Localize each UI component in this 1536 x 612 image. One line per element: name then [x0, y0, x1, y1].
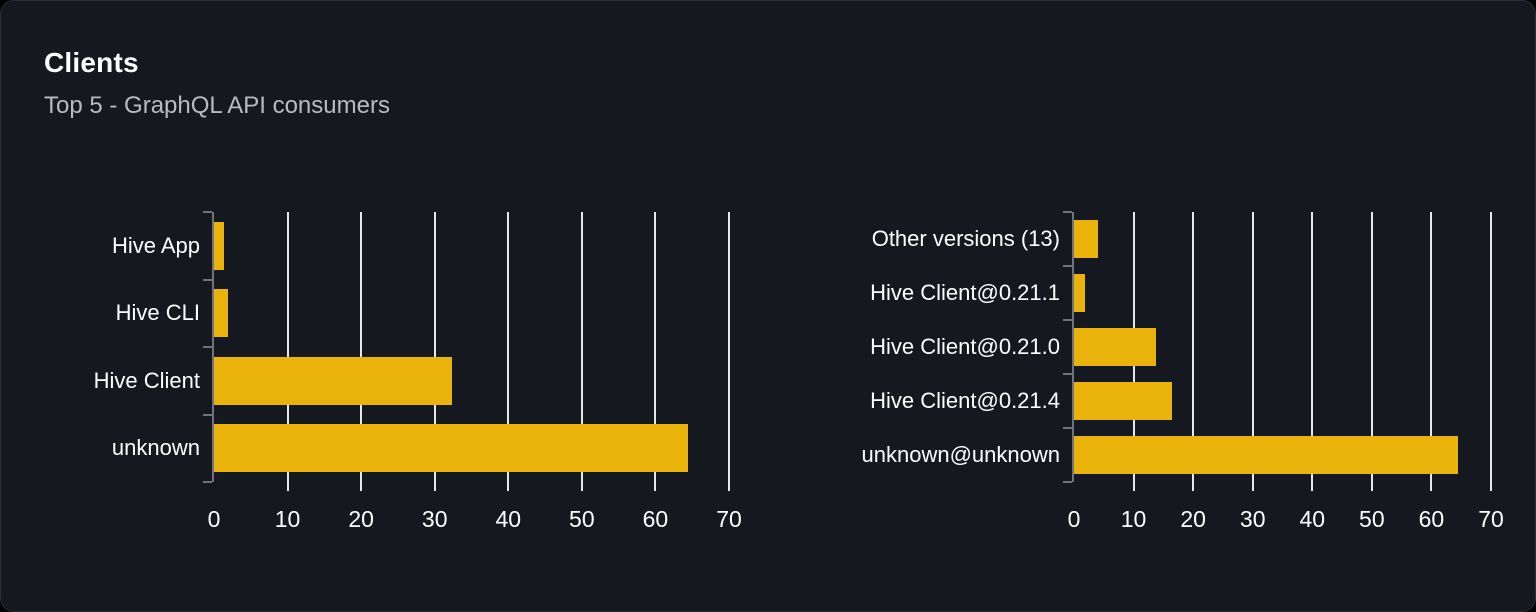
gridline: [728, 212, 730, 491]
gridline: [1311, 212, 1314, 491]
gridline: [507, 212, 510, 491]
panel-subtitle: Top 5 - GraphQL API consumers: [44, 92, 390, 119]
y-axis-tick: [203, 481, 212, 483]
x-tick-label: 70: [1478, 506, 1504, 532]
bar: [214, 424, 688, 473]
chart-clients-by-version: Other versions (13) Hive Client@0.21.1 Hiv…: [821, 211, 1535, 542]
panel-title: Clients: [44, 47, 139, 78]
category-label: Hive App: [111, 232, 200, 258]
gridline: [1490, 212, 1492, 491]
category-label: Other versions (13): [871, 226, 1060, 251]
gridline: [286, 212, 289, 491]
x-tick-label: 40: [1299, 506, 1326, 532]
chart-clients-by-name: Hive App Hive CLI Hive Client unknown 0 10 20 3…: [1, 211, 791, 542]
y-axis-tick: [1063, 319, 1072, 321]
x-tick-label: 10: [274, 506, 301, 532]
category-label: Hive Client@0.21.4: [870, 388, 1060, 413]
y-axis-tick: [1063, 481, 1072, 483]
bar: [214, 356, 452, 405]
y-axis-tick: [1063, 373, 1072, 375]
bar: [1074, 274, 1086, 312]
y-axis-tick: [203, 414, 212, 416]
x-tick-label: 70: [716, 506, 742, 532]
bar: [1074, 328, 1157, 366]
bar: [214, 221, 225, 270]
category-label: Hive Client@0.21.0: [870, 334, 1060, 359]
gridline: [360, 212, 363, 491]
category-label: unknown@unknown: [861, 442, 1060, 467]
gridline: [1430, 212, 1433, 491]
x-tick-label: 30: [1239, 506, 1266, 532]
y-axis-tick: [1063, 427, 1072, 429]
x-tick-label: 10: [1120, 506, 1147, 532]
x-tick-label: 60: [642, 506, 669, 532]
y-axis-tick: [203, 346, 212, 348]
x-tick-label: 20: [1180, 506, 1206, 532]
category-label: Hive Client: [93, 367, 200, 393]
gridline: [1251, 212, 1254, 491]
x-tick-label: 20: [348, 506, 374, 532]
bar: [214, 289, 228, 338]
x-tick-label: 60: [1418, 506, 1445, 532]
gridline: [580, 212, 583, 491]
bar: [1074, 382, 1173, 420]
x-tick-label: 0: [207, 506, 221, 532]
panel-header: Clients Top 5 - GraphQL API consumers: [44, 47, 390, 120]
x-tick-label: 40: [495, 506, 522, 532]
y-axis-tick: [203, 279, 212, 281]
category-label: Hive Client@0.21.1: [870, 280, 1060, 305]
y-axis-line: [212, 212, 214, 482]
x-tick-label: 50: [569, 506, 595, 532]
gridline: [433, 212, 436, 491]
bar: [1074, 436, 1459, 474]
bar: [1074, 220, 1098, 258]
y-axis-tick: [1063, 265, 1072, 267]
gridline: [654, 212, 657, 491]
category-label: Hive CLI: [115, 300, 200, 326]
gridline: [1370, 212, 1373, 491]
x-tick-label: 30: [421, 506, 448, 532]
gridline: [1192, 212, 1195, 491]
x-tick-label: 0: [1067, 506, 1081, 532]
category-label: unknown: [111, 435, 200, 461]
x-tick-label: 50: [1359, 506, 1385, 532]
y-axis-tick: [1063, 211, 1072, 213]
y-axis-line: [1072, 212, 1074, 482]
y-axis-tick: [203, 211, 212, 213]
